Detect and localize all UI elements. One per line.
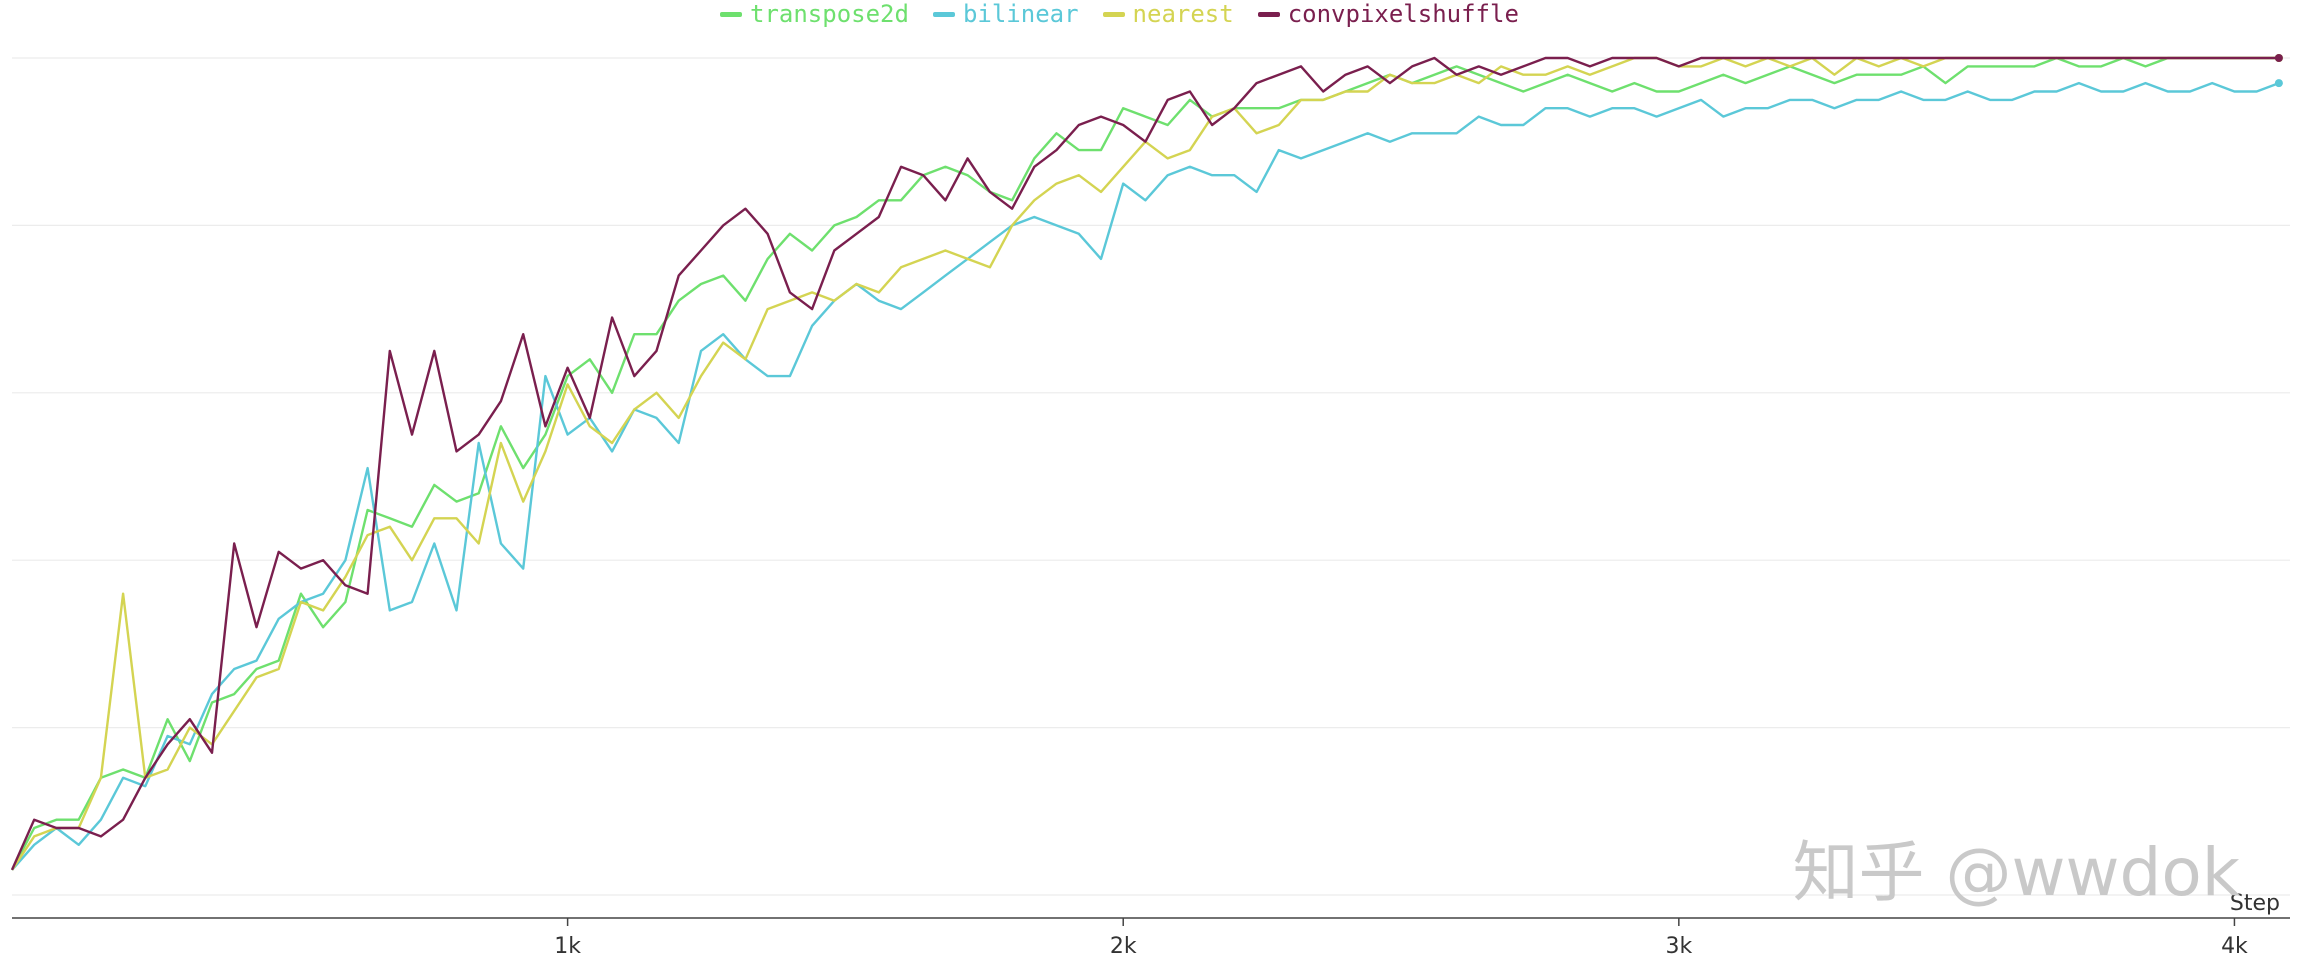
series-line-convpixelshuffle — [10, 56, 2279, 871]
series-line-transpose2d — [10, 56, 2279, 871]
x-tick-label: 4k — [2221, 934, 2248, 959]
legend-label: transpose2d — [750, 0, 909, 28]
legend-item-bilinear[interactable]: bilinear — [932, 0, 1079, 28]
legend-swatch — [1257, 11, 1280, 17]
legend-swatch — [1102, 11, 1125, 17]
legend-label: convpixelshuffle — [1287, 0, 1519, 28]
x-tick-label: 1k — [554, 934, 581, 959]
legend-label: nearest — [1132, 0, 1234, 28]
series-group — [10, 54, 2283, 871]
series-line-nearest — [10, 56, 2279, 871]
legend: transpose2d bilinear nearest convpixelshuff… — [0, 0, 1600, 28]
series-line-bilinear — [11, 81, 2280, 871]
series-end-point-bilinear — [2274, 79, 2283, 88]
legend-label: bilinear — [962, 0, 1079, 28]
legend-item-convpixelshuffle[interactable]: convpixelshuffle — [1257, 0, 1519, 28]
legend-swatch — [932, 11, 955, 17]
x-axis: 1k 2k 3k 4k — [12, 917, 2290, 959]
series-end-point-convpixelshuffle — [2274, 54, 2283, 62]
grid-lines — [12, 57, 2290, 896]
legend-swatch — [720, 11, 742, 17]
x-tick-label: 3k — [1665, 934, 1692, 959]
watermark: 知乎 @wwdok — [1793, 834, 2241, 911]
legend-item-nearest[interactable]: nearest — [1102, 0, 1234, 28]
x-tick-label: 2k — [1110, 934, 1137, 959]
x-axis-title: Step — [2230, 891, 2280, 916]
legend-item-transpose2d[interactable]: transpose2d — [720, 0, 909, 28]
